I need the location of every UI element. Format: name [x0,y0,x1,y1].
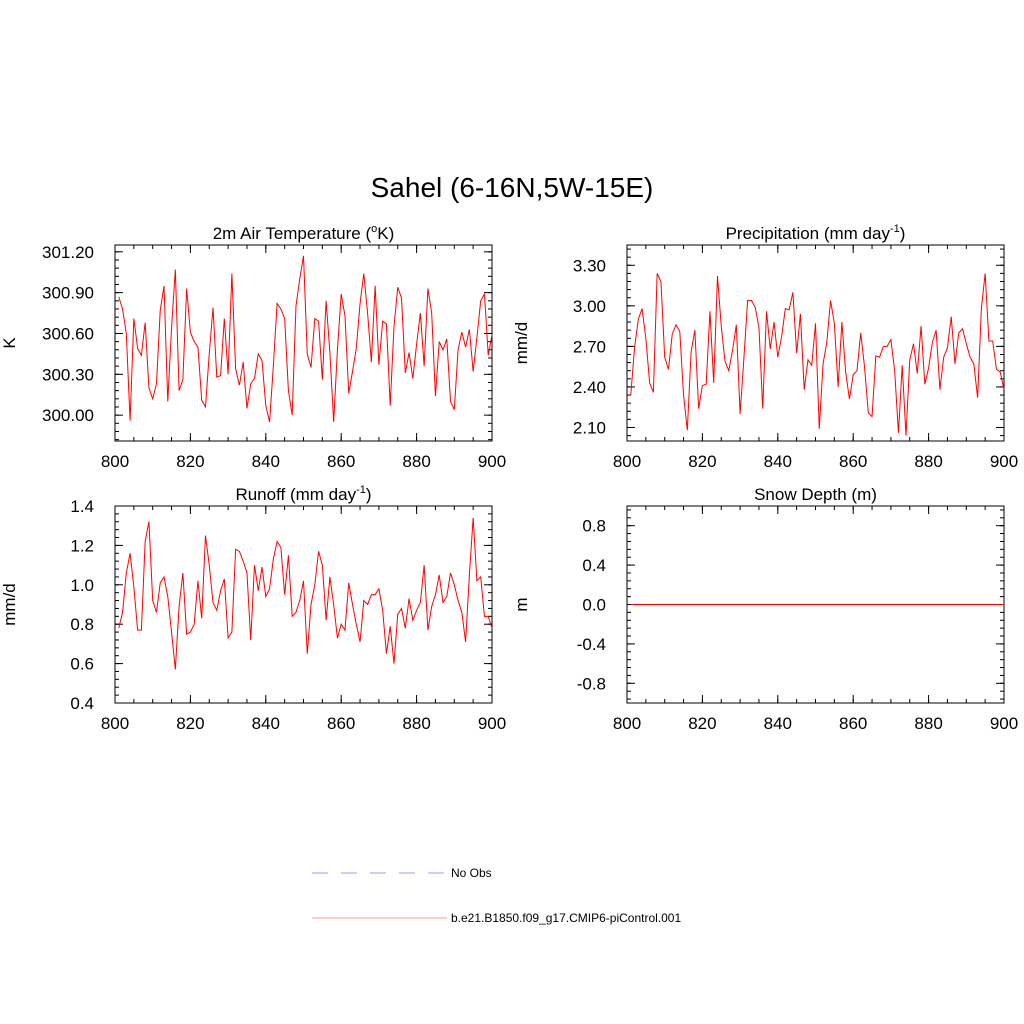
y-tick-label: 301.20 [42,243,94,262]
y-tick-label: 300.30 [42,365,94,384]
x-tick-label: 900 [478,714,506,733]
x-tick-label: 840 [252,714,280,733]
data-series-line [118,255,493,423]
x-tick-label: 820 [688,714,716,733]
panel-title-superscript: -1 [890,223,900,235]
y-tick-label: 0.6 [70,655,94,674]
y-tick-label: 1.0 [70,576,94,595]
legend-label-no-obs: No Obs [451,866,492,880]
x-tick-label: 860 [327,452,355,471]
y-tick-label: 0.0 [582,596,606,615]
figure-title: Sahel (6-16N,5W-15E) [370,172,654,203]
panel-title: Runoff (mm day-1) [235,484,371,504]
y-tick-label: 2.10 [573,418,606,437]
y-tick-label: 2.70 [573,337,606,356]
panel-title-text: 2m Air Temperature ( [213,224,372,243]
x-tick-label: 800 [613,714,641,733]
x-tick-label: 880 [402,452,430,471]
y-tick-label: 1.2 [70,536,94,555]
data-series-line [118,517,493,670]
x-tick-label: 860 [327,714,355,733]
x-tick-label: 840 [252,452,280,471]
y-tick-label: 2.40 [573,378,606,397]
x-tick-label: 880 [914,452,942,471]
y-tick-label: 0.4 [70,694,94,713]
y-tick-label: 3.00 [573,297,606,316]
x-tick-label: 900 [990,452,1018,471]
panel-title-tail: ) [900,224,906,243]
panel-title: Snow Depth (m) [754,485,877,504]
y-tick-label: 1.4 [70,497,94,516]
x-tick-label: 800 [613,452,641,471]
x-tick-label: 820 [688,452,716,471]
x-tick-label: 840 [764,714,792,733]
plot-frame [626,244,1005,442]
x-tick-label: 880 [914,714,942,733]
x-tick-label: 820 [176,452,204,471]
panel-title-text: Precipitation (mm day [726,224,891,243]
x-tick-label: 840 [764,452,792,471]
plot-frame [114,505,493,704]
x-tick-label: 800 [101,452,129,471]
x-tick-label: 860 [839,452,867,471]
legend-label-picontrol: b.e21.B1850.f09_g17.CMIP6-piControl.001 [451,911,682,925]
x-tick-label: 820 [176,714,204,733]
chart-panel-bottom-left: 800 820 840 860 880 900 0.4 0.6 0.8 1.0 1.2 1.4 Runo… [0,484,506,733]
data-series-line [630,273,1005,436]
panel-title-text: Snow Depth (m) [754,485,877,504]
y-axis-label: K [0,337,19,349]
panel-title-tail: K) [377,224,394,243]
x-tick-label: 900 [478,452,506,471]
plot-frame [114,244,493,442]
y-tick-label: 0.8 [70,615,94,634]
panel-title: 2m Air Temperature (oK) [213,223,395,243]
panel-title-superscript: o [371,223,377,235]
y-tick-label: 0.4 [582,556,606,575]
x-tick-label: 900 [990,714,1018,733]
y-axis-label: m [512,597,531,611]
y-tick-label: 300.90 [42,284,94,303]
y-tick-label: 0.8 [582,517,606,536]
x-tick-label: 880 [402,714,430,733]
panel-title-text: Runoff (mm day [235,485,356,504]
x-tick-label: 860 [839,714,867,733]
y-tick-label: -0.8 [577,674,606,693]
y-tick-label: 300.60 [42,324,94,343]
chart-panel-bottom-right: 800 820 840 860 880 900 -0.8 -0.4 0.0 0.4 0.8 Snow … [512,485,1018,733]
panel-title: Precipitation (mm day-1) [726,223,906,243]
y-tick-label: 300.00 [42,406,94,425]
chart-panel-top-left: 800 820 840 860 880 900 300.00 300.30 300.60 300.… [0,223,506,471]
y-tick-label: 3.30 [573,256,606,275]
x-tick-label: 800 [101,714,129,733]
panel-title-superscript: -1 [356,484,366,496]
y-axis-label: mm/d [0,583,19,626]
y-tick-label: -0.4 [577,635,606,654]
chart-panel-top-right: 800 820 840 860 880 900 2.10 2.40 2.70 3.00 3.30 Pr… [512,223,1018,471]
panel-title-tail: ) [366,485,372,504]
y-axis-label: mm/d [512,322,531,365]
